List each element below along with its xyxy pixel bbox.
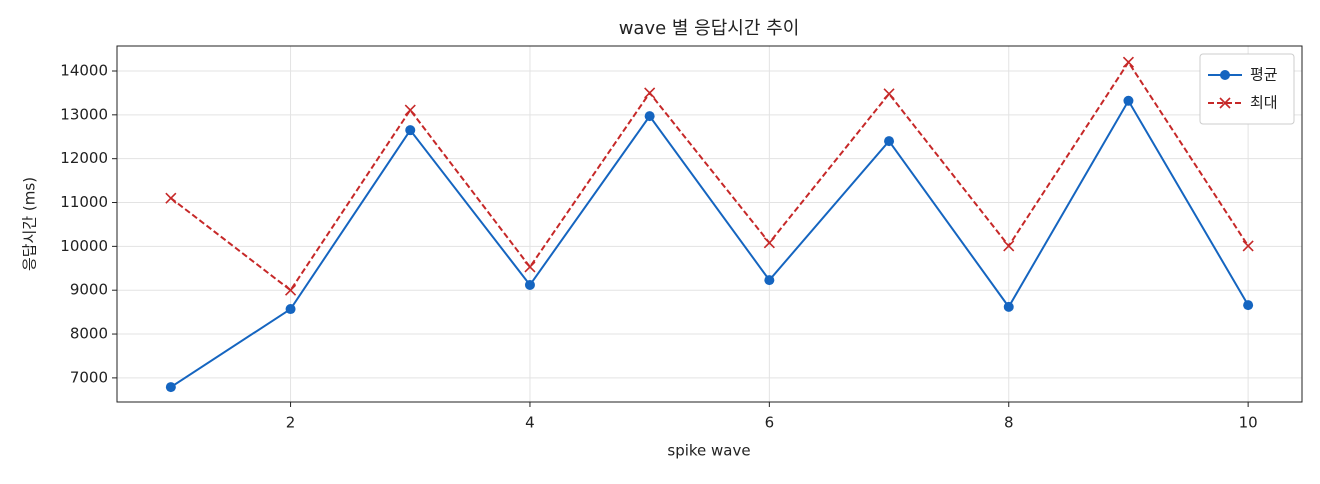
data-point — [284, 284, 297, 296]
data-point — [1003, 240, 1015, 252]
data-point — [1243, 300, 1254, 311]
legend-label: 최대 — [1250, 94, 1278, 112]
plot-frame — [116, 45, 1303, 403]
y-tick-label: 13000 — [60, 105, 108, 123]
x-axis-label: spike wave — [667, 442, 750, 460]
data-point — [644, 111, 655, 122]
data-point — [763, 237, 775, 249]
legend-marker — [1219, 97, 1231, 109]
data-point — [884, 136, 895, 147]
data-point — [883, 88, 895, 100]
x-tick-label: 6 — [765, 414, 775, 432]
data-point — [1123, 95, 1134, 106]
chart-title: wave 별 응답시간 추이 — [619, 18, 800, 39]
data-point — [1003, 301, 1014, 312]
y-tick-label: 7000 — [70, 368, 108, 386]
y-axis-label: 응답시간 (ms) — [21, 177, 39, 271]
y-tick-label: 11000 — [60, 193, 108, 211]
x-tick-label: 8 — [1004, 414, 1014, 432]
legend-label: 평균 — [1250, 66, 1278, 84]
legend-box — [1199, 53, 1295, 125]
data-point — [764, 275, 775, 286]
y-tick-label: 8000 — [70, 325, 108, 343]
data-point — [285, 304, 296, 315]
x-tick-label: 2 — [286, 414, 296, 432]
data-point — [165, 382, 176, 393]
y-tick-label: 9000 — [70, 281, 108, 299]
series-line — [170, 98, 1250, 388]
legend-marker — [1220, 70, 1230, 80]
x-tick-label: 4 — [525, 414, 535, 432]
y-tick-label: 10000 — [60, 237, 108, 255]
x-tick-label: 10 — [1239, 414, 1258, 432]
data-point — [404, 104, 416, 116]
y-tick-label: 12000 — [60, 149, 108, 167]
data-point — [524, 261, 536, 273]
data-point — [644, 87, 656, 99]
data-point — [165, 192, 177, 204]
series-line — [170, 60, 1249, 292]
y-tick-label: 14000 — [60, 61, 108, 79]
data-point — [1242, 240, 1254, 252]
data-point — [524, 279, 535, 290]
data-point — [405, 125, 416, 136]
data-point — [1122, 56, 1135, 68]
